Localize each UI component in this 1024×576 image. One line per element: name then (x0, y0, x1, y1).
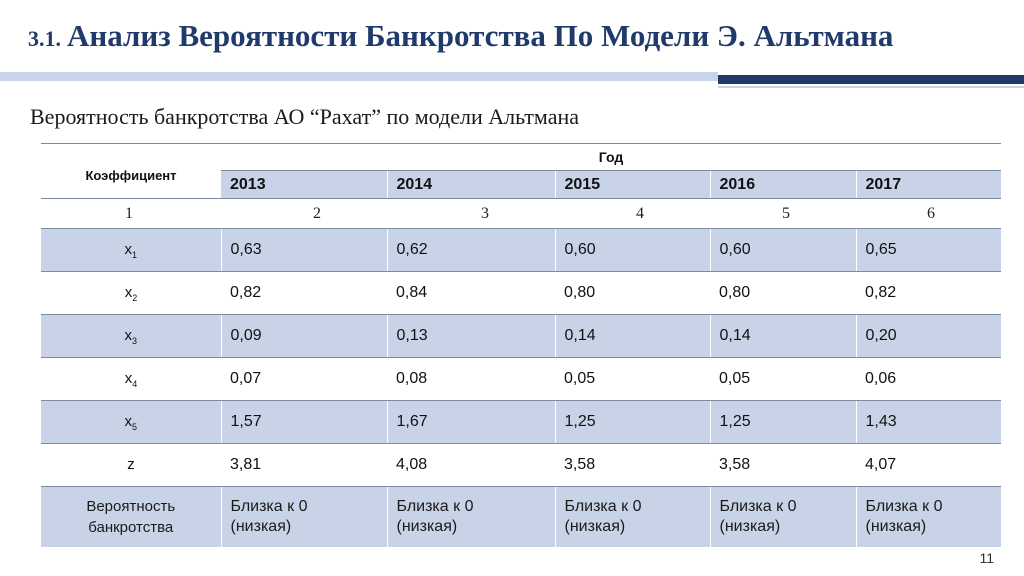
value-cell: 0,14 (554, 314, 710, 358)
value-cell: 0,09 (220, 314, 387, 358)
table-row-x1: x1 0,63 0,62 0,60 0,60 0,65 (41, 228, 1002, 272)
slide-title: 3.1. Анализ Вероятности Банкротства По Мо… (28, 18, 893, 54)
coef-label: x1 (41, 228, 221, 272)
value-cell: 0,05 (710, 357, 856, 401)
value-cell: 0,60 (554, 228, 710, 272)
col-number: 5 (710, 198, 856, 229)
table-row-x2: x2 0,82 0,84 0,80 0,80 0,82 (41, 271, 1002, 315)
title-number: 3.1. (28, 26, 61, 51)
page-number: 11 (979, 550, 994, 566)
probability-label: Вероятность банкротства (41, 486, 221, 547)
table-row-probability: Вероятность банкротства Близка к 0 (низкая… (41, 486, 1002, 547)
table-row-x3: x3 0,09 0,13 0,14 0,14 0,20 (41, 314, 1002, 358)
col-number: 1 (41, 198, 221, 229)
value-cell: 1,25 (554, 400, 710, 444)
year-cell: 2015 (554, 170, 710, 199)
table-row-x4: x4 0,07 0,08 0,05 0,05 0,06 (41, 357, 1002, 401)
table-row-z: z 3,81 4,08 3,58 3,58 4,07 (41, 443, 1002, 487)
table-caption: Вероятность банкротства АО “Рахат” по мо… (30, 104, 579, 129)
value-cell: 1,57 (220, 400, 387, 444)
probability-cell: Близка к 0 (низкая) (386, 486, 555, 547)
value-cell: 0,08 (387, 357, 555, 401)
value-cell: 0,65 (855, 228, 1002, 272)
year-cell: 2014 (386, 170, 555, 199)
value-cell: 3,58 (710, 443, 856, 487)
value-cell: 1,43 (855, 400, 1002, 444)
value-cell: 0,13 (386, 314, 555, 358)
altman-table: Коэффициент Год 2013 2014 2015 2016 2017… (41, 143, 1002, 547)
value-cell: 0,80 (555, 271, 710, 315)
value-cell: 0,82 (856, 271, 1002, 315)
year-cell: 2016 (709, 170, 856, 199)
value-cell: 0,06 (856, 357, 1002, 401)
col-number: 2 (221, 198, 387, 229)
year-cell: 2017 (855, 170, 1002, 199)
header-bar-light (0, 72, 718, 81)
title-text: Анализ Вероятности Банкротства По Модели… (67, 18, 894, 53)
column-numbers-row: 1 2 3 4 5 6 (41, 198, 1002, 229)
coef-label: z (41, 443, 221, 487)
probability-cell: Близка к 0 (низкая) (855, 486, 1002, 547)
value-cell: 0,05 (555, 357, 710, 401)
value-cell: 3,58 (555, 443, 710, 487)
probability-cell: Близка к 0 (низкая) (554, 486, 710, 547)
value-cell: 0,62 (386, 228, 555, 272)
coef-label: x5 (41, 400, 221, 444)
year-header: Год (221, 143, 1002, 171)
value-cell: 0,80 (710, 271, 856, 315)
value-cell: 4,07 (856, 443, 1002, 487)
coef-label: x2 (41, 271, 221, 315)
value-cell: 0,60 (709, 228, 856, 272)
value-cell: 1,67 (386, 400, 555, 444)
value-cell: 1,25 (709, 400, 856, 444)
coef-header: Коэффициент (41, 143, 221, 199)
coef-label: x4 (41, 357, 221, 401)
col-number: 4 (555, 198, 710, 229)
probability-cell: Близка к 0 (низкая) (709, 486, 856, 547)
table-row-x5: x5 1,57 1,67 1,25 1,25 1,43 (41, 400, 1002, 444)
header-bar-dark (718, 75, 1024, 84)
col-number: 3 (387, 198, 555, 229)
col-number: 6 (856, 198, 1002, 229)
value-cell: 0,07 (221, 357, 387, 401)
value-cell: 3,81 (221, 443, 387, 487)
years-row: 2013 2014 2015 2016 2017 (41, 170, 1002, 199)
probability-cell: Близка к 0 (низкая) (220, 486, 387, 547)
value-cell: 0,84 (387, 271, 555, 315)
value-cell: 4,08 (387, 443, 555, 487)
value-cell: 0,82 (221, 271, 387, 315)
coef-label: x3 (41, 314, 221, 358)
value-cell: 0,20 (855, 314, 1002, 358)
year-cell: 2013 (221, 170, 387, 199)
header-bar-line (718, 86, 1024, 88)
value-cell: 0,63 (220, 228, 387, 272)
value-cell: 0,14 (709, 314, 856, 358)
